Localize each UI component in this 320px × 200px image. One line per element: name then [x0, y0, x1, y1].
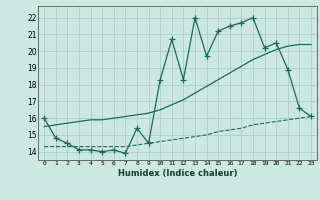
X-axis label: Humidex (Indice chaleur): Humidex (Indice chaleur)	[118, 169, 237, 178]
